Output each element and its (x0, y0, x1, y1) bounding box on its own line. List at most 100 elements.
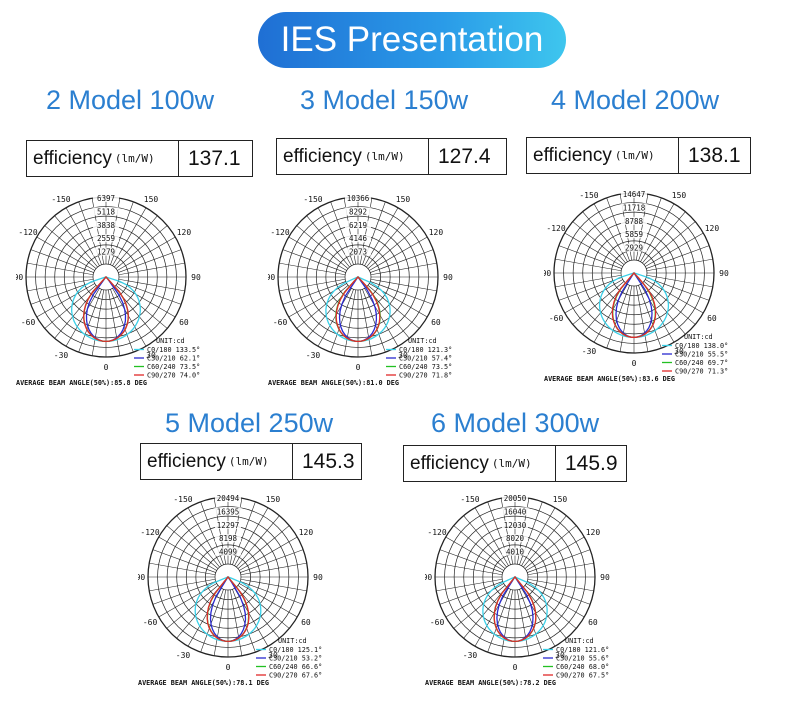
radial-tick-label: 8292 (349, 207, 367, 216)
angle-label: 0 (632, 359, 637, 368)
unit-label: UNIT:cd (408, 337, 437, 345)
radial-tick-label: 2073 (349, 248, 367, 257)
polar-spoke (306, 215, 350, 268)
radial-tick-bg (502, 507, 528, 516)
polar-spoke (519, 589, 543, 653)
polar-spoke (523, 515, 567, 568)
polar-spoke (78, 289, 102, 353)
polar-spoke (149, 562, 216, 576)
angle-label: 30 (674, 347, 684, 356)
angle-label: 0 (513, 663, 518, 672)
polar-diagram-1: -150 150 -120 120 -90 90 -60 60 -30 30 0 6397 5118 38… (16, 190, 236, 390)
radial-tick-label: 20050 (504, 494, 527, 503)
model-title-4: 5 Model 250w (165, 408, 334, 438)
angle-label: -90 (138, 573, 145, 582)
radial-tick-label: 5118 (97, 207, 116, 216)
polar-spoke (317, 207, 352, 266)
polar-spoke (619, 285, 633, 352)
polar-spoke (176, 515, 220, 568)
angle-label: -60 (549, 314, 564, 323)
beam-angle-label: AVERAGE BEAM ANGLE(50%):85.8 DEG (16, 379, 147, 387)
radial-tick-label: 1279 (97, 248, 115, 257)
polar-spoke (200, 589, 224, 653)
angle-label: -60 (143, 618, 158, 627)
beam-angle-label: AVERAGE BEAM ANGLE(50%):81.0 DEG (268, 379, 399, 387)
angle-label: 120 (299, 528, 314, 537)
polar-spoke (643, 221, 696, 265)
polar-spoke (642, 211, 686, 264)
angle-label: 120 (429, 228, 444, 237)
polar-spoke (107, 289, 121, 356)
radial-tick-bg (93, 234, 119, 243)
angle-label: -60 (273, 318, 288, 327)
legend-entry: C30/210 57.4° (399, 355, 452, 363)
polar-spoke (229, 589, 243, 656)
radial-tick-bg (215, 494, 241, 502)
polar-spoke (564, 279, 623, 314)
efficiency-value-4: 145.3 (302, 449, 355, 473)
polar-spoke (606, 285, 630, 349)
radial-tick-label: 4146 (349, 234, 368, 243)
polar-spoke (640, 203, 675, 262)
polar-spoke (236, 515, 280, 568)
radial-tick-bg (93, 220, 119, 229)
polar-spoke (149, 578, 216, 592)
polar-spoke (487, 589, 511, 653)
polar-spoke (112, 288, 147, 347)
polar-spoke (516, 589, 530, 656)
polar-spoke (158, 536, 217, 571)
legend-entry: C0/180 125.1° (269, 646, 322, 654)
polar-spoke (500, 589, 514, 656)
polar-spoke (115, 285, 168, 329)
radial-tick-label: 8198 (219, 534, 238, 543)
angle-label: 60 (179, 318, 189, 327)
radial-tick-label: 10366 (347, 194, 370, 203)
polar-spoke (114, 215, 158, 268)
model-title-1: 2 Model 100w (46, 85, 215, 115)
angle-label: 60 (707, 314, 717, 323)
polar-spoke (282, 249, 346, 273)
light-distribution-curve (83, 276, 129, 343)
polar-spoke (166, 585, 219, 629)
radial-tick-bg (345, 247, 371, 256)
polar-spoke (152, 581, 216, 605)
polar-spoke (521, 588, 556, 647)
radial-tick-bg (345, 234, 371, 243)
polar-spoke (526, 583, 585, 618)
polar-spoke (524, 525, 577, 569)
polar-spoke (445, 536, 504, 571)
radial-tick-bg (502, 520, 528, 529)
angle-label: 150 (266, 495, 281, 504)
angle-label: 60 (301, 618, 311, 627)
angle-label: 150 (144, 195, 159, 204)
radial-tick-label: 6219 (349, 221, 367, 230)
beam-angle-label: AVERAGE BEAM ANGLE(50%):83.6 DEG (544, 375, 675, 383)
polar-spoke (232, 589, 256, 653)
polar-spoke (439, 581, 503, 605)
legend-entry: C30/210 55.5° (675, 351, 728, 359)
model-title-2: 3 Model 150w (300, 85, 469, 115)
polar-spoke (115, 225, 168, 269)
polar-spoke (166, 525, 219, 569)
polar-spoke (558, 245, 622, 269)
angle-label: 90 (443, 273, 453, 282)
radial-tick-bg (93, 247, 119, 256)
angle-label: 60 (431, 318, 441, 327)
polar-spoke (367, 225, 420, 269)
banner-title: IES Presentation (280, 20, 544, 59)
polar-spoke (110, 289, 134, 353)
efficiency-value-2: 127.4 (438, 144, 491, 168)
angle-label: -150 (51, 195, 70, 204)
angle-label: -90 (268, 273, 275, 282)
polar-spoke (30, 281, 94, 305)
legend-entry: C60/240 73.5° (147, 363, 200, 371)
radial-tick-bg (215, 534, 241, 543)
polar-spoke (118, 249, 182, 273)
polar-plot-svg: -150 150 -120 120 -90 90 -60 60 -30 30 0 20050 16040… (425, 494, 610, 687)
radial-tick-bg (621, 243, 647, 252)
legend-entry: C90/270 74.0° (147, 372, 200, 380)
radial-tick-bg (345, 220, 371, 229)
beam-angle-label: AVERAGE BEAM ANGLE(50%):78.1 DEG (138, 679, 269, 687)
polar-spoke (36, 236, 95, 271)
radial-tick-label: 12030 (504, 521, 527, 530)
